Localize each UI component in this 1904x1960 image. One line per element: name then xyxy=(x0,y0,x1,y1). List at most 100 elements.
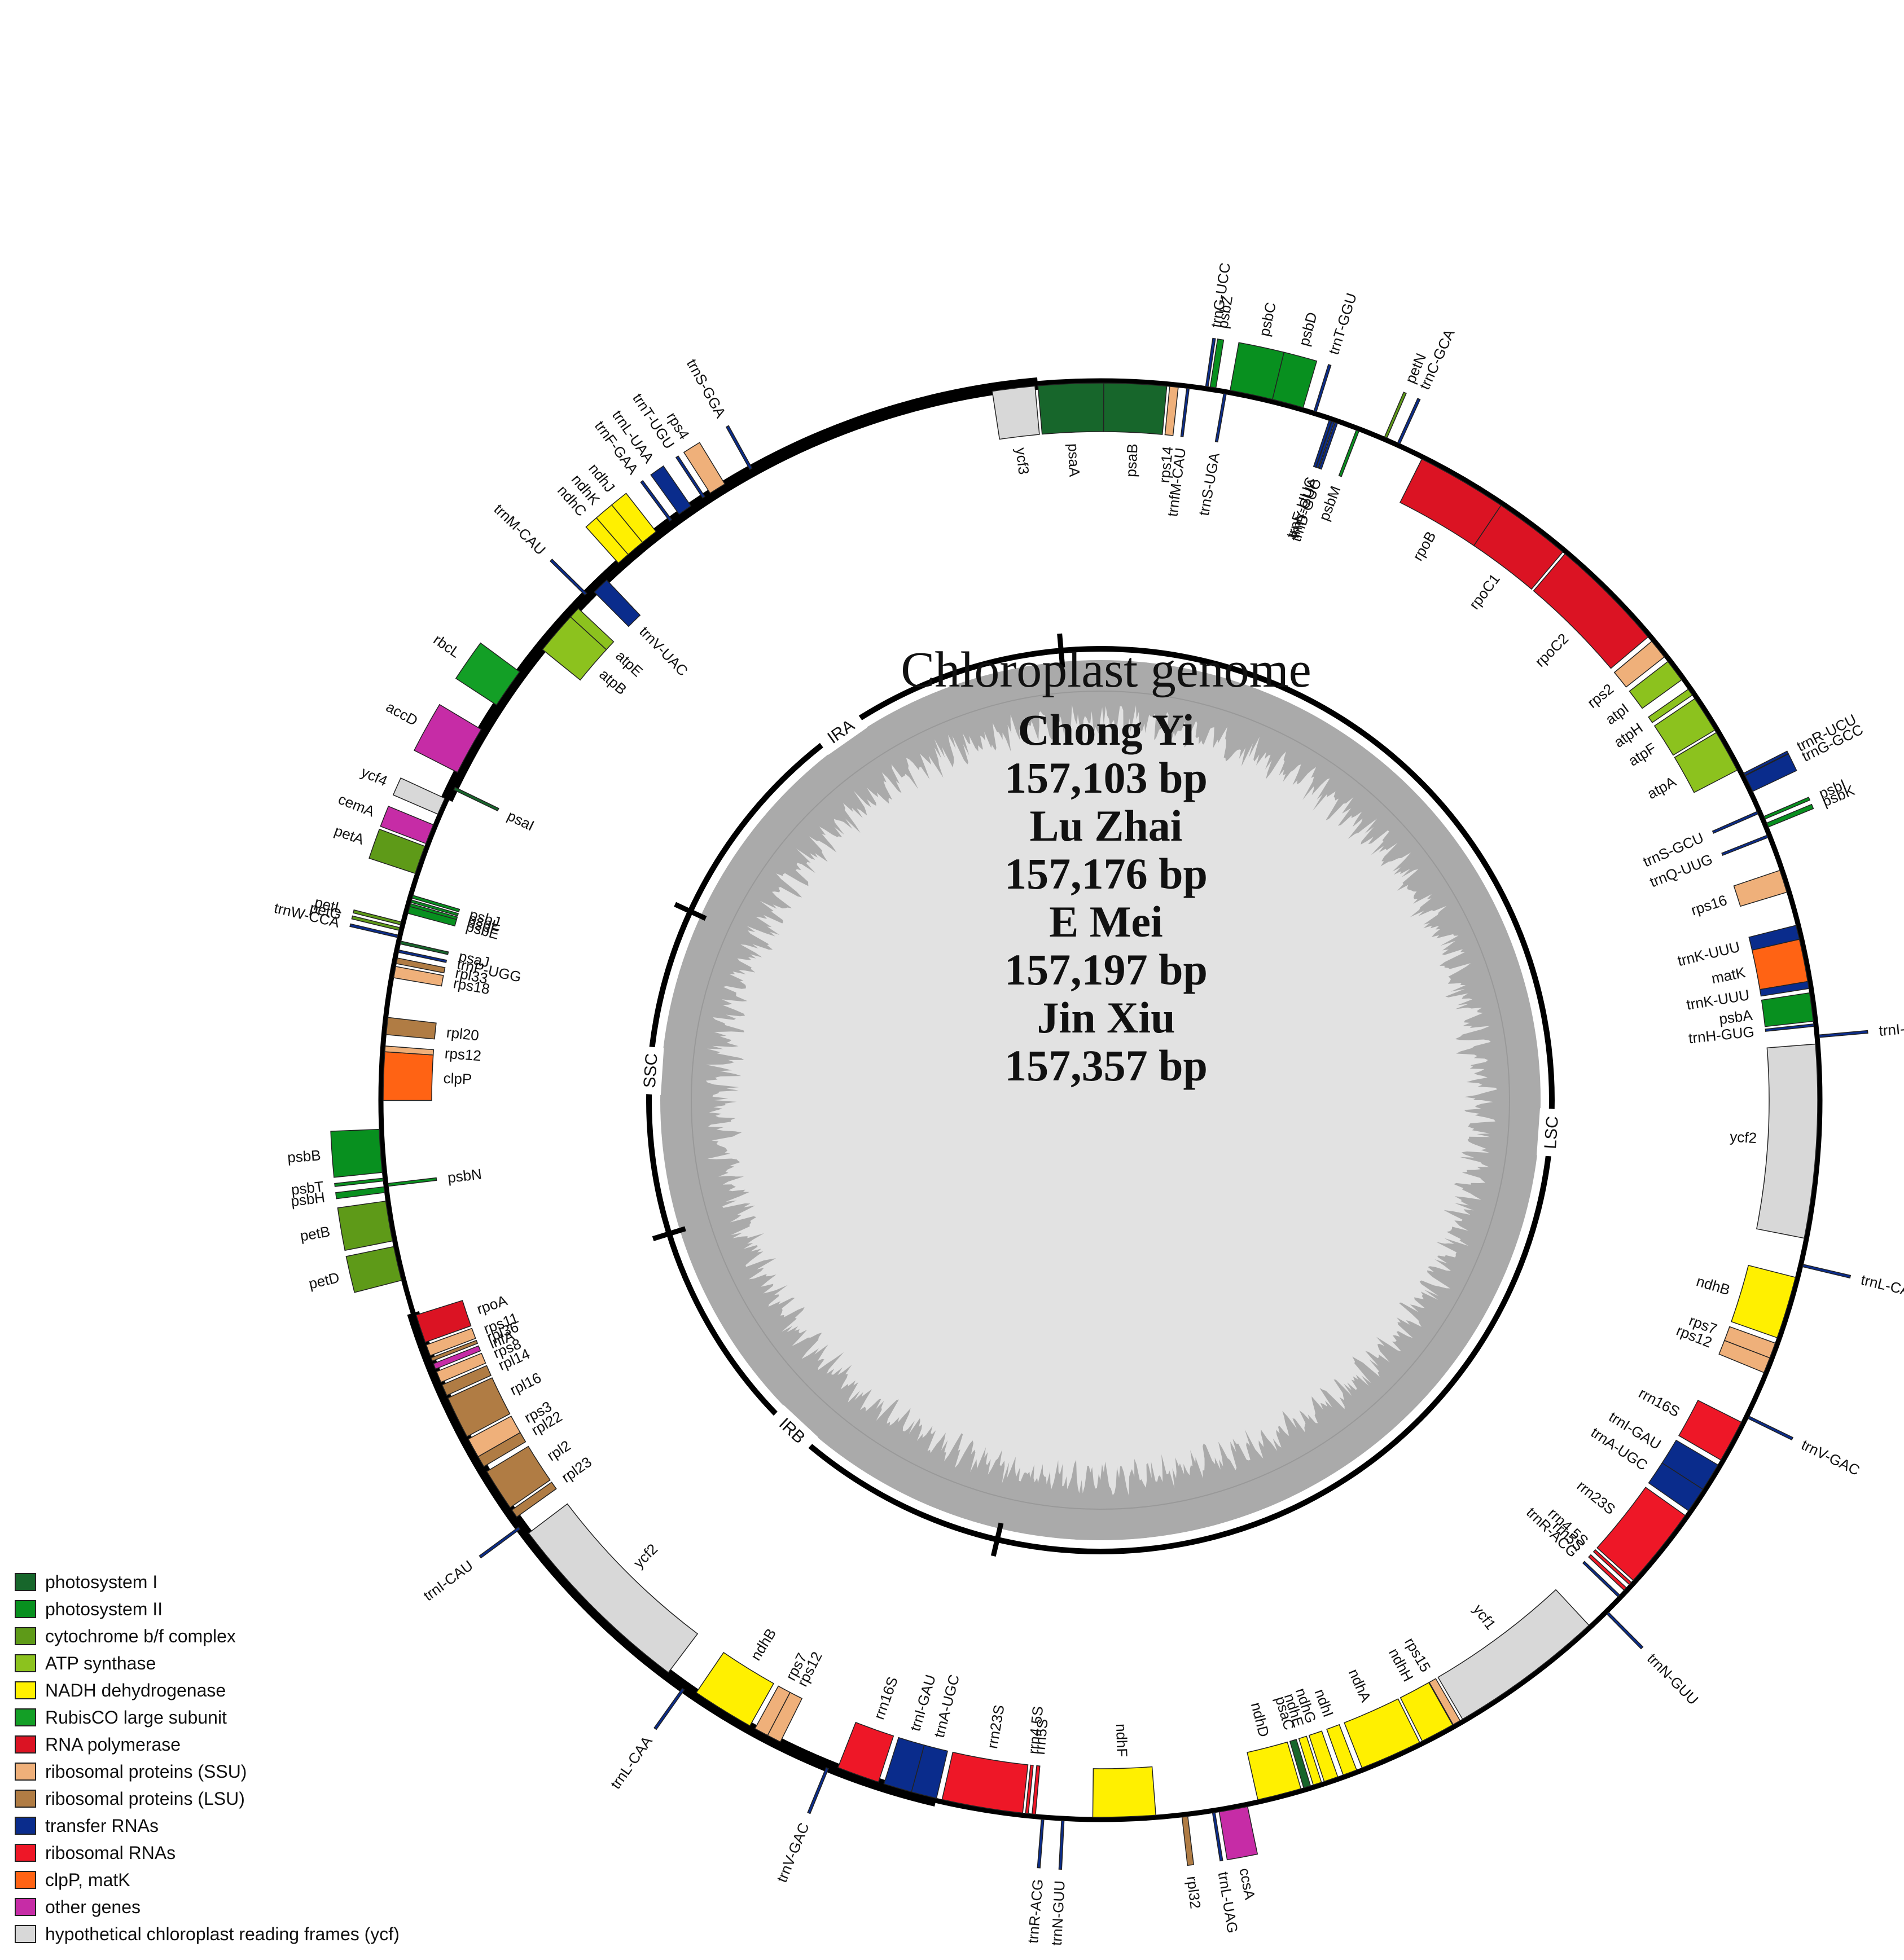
gene-label: trnK-UUU xyxy=(1676,938,1742,970)
legend-item: photosystem II xyxy=(15,1596,400,1623)
gene-block xyxy=(430,1339,479,1362)
legend-swatch xyxy=(15,1898,36,1916)
gene-ndhf: ndhF xyxy=(1092,1724,1156,1818)
gene-trnr-acg: trnR-ACG xyxy=(1024,1818,1046,1944)
gene-block xyxy=(380,806,434,845)
region-boundary xyxy=(1057,633,1065,668)
gene-block xyxy=(1606,1611,1644,1650)
gene-rrn5s: rrn5S xyxy=(1031,1718,1051,1815)
legend-swatch xyxy=(15,1735,36,1754)
gene-block xyxy=(1733,869,1788,907)
gene-block xyxy=(837,1721,894,1783)
legend-label: clpP, matK xyxy=(45,1869,130,1890)
gene-block xyxy=(1032,1765,1041,1815)
legend-swatch xyxy=(15,1681,36,1699)
gene-label: rrn23S xyxy=(1574,1477,1619,1518)
gene-peta: petA xyxy=(332,822,425,874)
gene-label: rps16 xyxy=(1689,891,1729,919)
gene-trng-gcc: trnG-GCC xyxy=(1744,720,1866,792)
legend-swatch xyxy=(15,1817,36,1835)
gene-trnn-guu: trnN-GUU xyxy=(1606,1611,1702,1708)
gc-content-ring xyxy=(660,660,1541,1540)
gene-rps14: rps14 xyxy=(1156,386,1179,484)
gene-rps7: rps7 xyxy=(754,1650,810,1736)
gene-block xyxy=(467,1416,521,1457)
gene-block xyxy=(351,915,401,931)
gene-label: trnM-CAU xyxy=(491,500,549,558)
gene-block xyxy=(1648,688,1693,723)
gene-block xyxy=(1763,797,1811,820)
gene-trnv-gac: trnV-GAC xyxy=(773,1767,830,1885)
gene-block xyxy=(1209,339,1225,389)
gene-block xyxy=(385,1017,437,1040)
gene-rpl32: rpl32 xyxy=(1181,1816,1204,1910)
legend-item: photosystem I xyxy=(15,1568,400,1596)
gene-label: trnS-UGA xyxy=(1195,451,1223,517)
legend-item: hypothetical chloroplast reading frames … xyxy=(15,1921,400,1948)
gene-block xyxy=(1397,398,1421,445)
gene-rps12: rps12 xyxy=(384,1045,482,1064)
gene-trnm-cau: trnM-CAU xyxy=(491,500,587,596)
gene-block xyxy=(425,1328,476,1356)
gene-block xyxy=(455,642,520,706)
gene-block xyxy=(1037,383,1104,435)
gene-block xyxy=(441,1365,492,1396)
gene-label: rrn23S xyxy=(984,1704,1007,1750)
gene-label: petB xyxy=(299,1223,331,1245)
gene-psbn: psbN xyxy=(387,1165,482,1187)
gene-block xyxy=(349,923,398,938)
gene-label: trnV-UAC xyxy=(636,623,691,679)
gene-block xyxy=(411,895,460,913)
gene-block xyxy=(675,455,706,499)
gene-label: rpl32 xyxy=(1183,1875,1204,1910)
gene-psai: psaI xyxy=(453,786,537,834)
gene-block xyxy=(1744,753,1797,792)
gene-block xyxy=(754,1685,791,1736)
gene-label: psaB xyxy=(1122,443,1141,478)
gene-label: petA xyxy=(332,822,367,848)
gene-label: trnI-CAU xyxy=(1878,1017,1904,1039)
gene-block xyxy=(941,1751,1029,1814)
legend-swatch xyxy=(15,1844,36,1862)
legend-swatch xyxy=(15,1763,36,1781)
gene-label: rpl16 xyxy=(507,1369,544,1398)
gene-block xyxy=(1731,1264,1796,1338)
legend-item: cytochrome b/f complex xyxy=(15,1623,400,1650)
gene-block xyxy=(1473,504,1564,590)
legend-swatch xyxy=(15,1573,36,1591)
gene-label: rrn5S xyxy=(1031,1718,1051,1755)
legend-item: ATP synthase xyxy=(15,1650,400,1677)
gene-label: ndhB xyxy=(747,1625,779,1663)
center-title: Chloroplast genome xyxy=(901,642,1311,698)
gene-block xyxy=(1271,351,1318,408)
legend-swatch xyxy=(15,1627,36,1645)
gene-petd: petD xyxy=(307,1246,402,1293)
gene-label: rbcL xyxy=(431,631,464,661)
gene-block xyxy=(396,957,446,974)
gene-label: trnL-CAA xyxy=(1859,1271,1904,1302)
gene-trnt-ggu: trnT-GGU xyxy=(1313,291,1360,412)
gene-block xyxy=(683,442,726,494)
gene-psbb: psbB xyxy=(287,1128,383,1178)
gene-label: psaA xyxy=(1065,443,1083,477)
gene-label: psbC xyxy=(1256,301,1279,338)
gene-petb: petB xyxy=(299,1201,393,1251)
gene-block xyxy=(1648,1462,1704,1511)
gene-label: trnT-GGU xyxy=(1325,291,1360,357)
gene-block xyxy=(413,704,482,773)
gene-label: rpl23 xyxy=(558,1453,595,1486)
gene-label: rpl20 xyxy=(446,1024,480,1044)
gene-block xyxy=(611,493,657,543)
gene-block xyxy=(1308,1730,1339,1782)
gene-block xyxy=(1214,393,1227,443)
legend-label: NADH dehydrogenase xyxy=(45,1680,226,1700)
gene-label: petD xyxy=(307,1269,341,1293)
gene-block xyxy=(453,786,499,812)
gene-block xyxy=(353,909,402,925)
gene-block xyxy=(1218,1806,1258,1861)
gene-label: ycf2 xyxy=(630,1540,661,1571)
gene-block xyxy=(528,1503,699,1673)
gene-block xyxy=(410,899,459,917)
gene-label: rps14 xyxy=(1156,446,1177,484)
